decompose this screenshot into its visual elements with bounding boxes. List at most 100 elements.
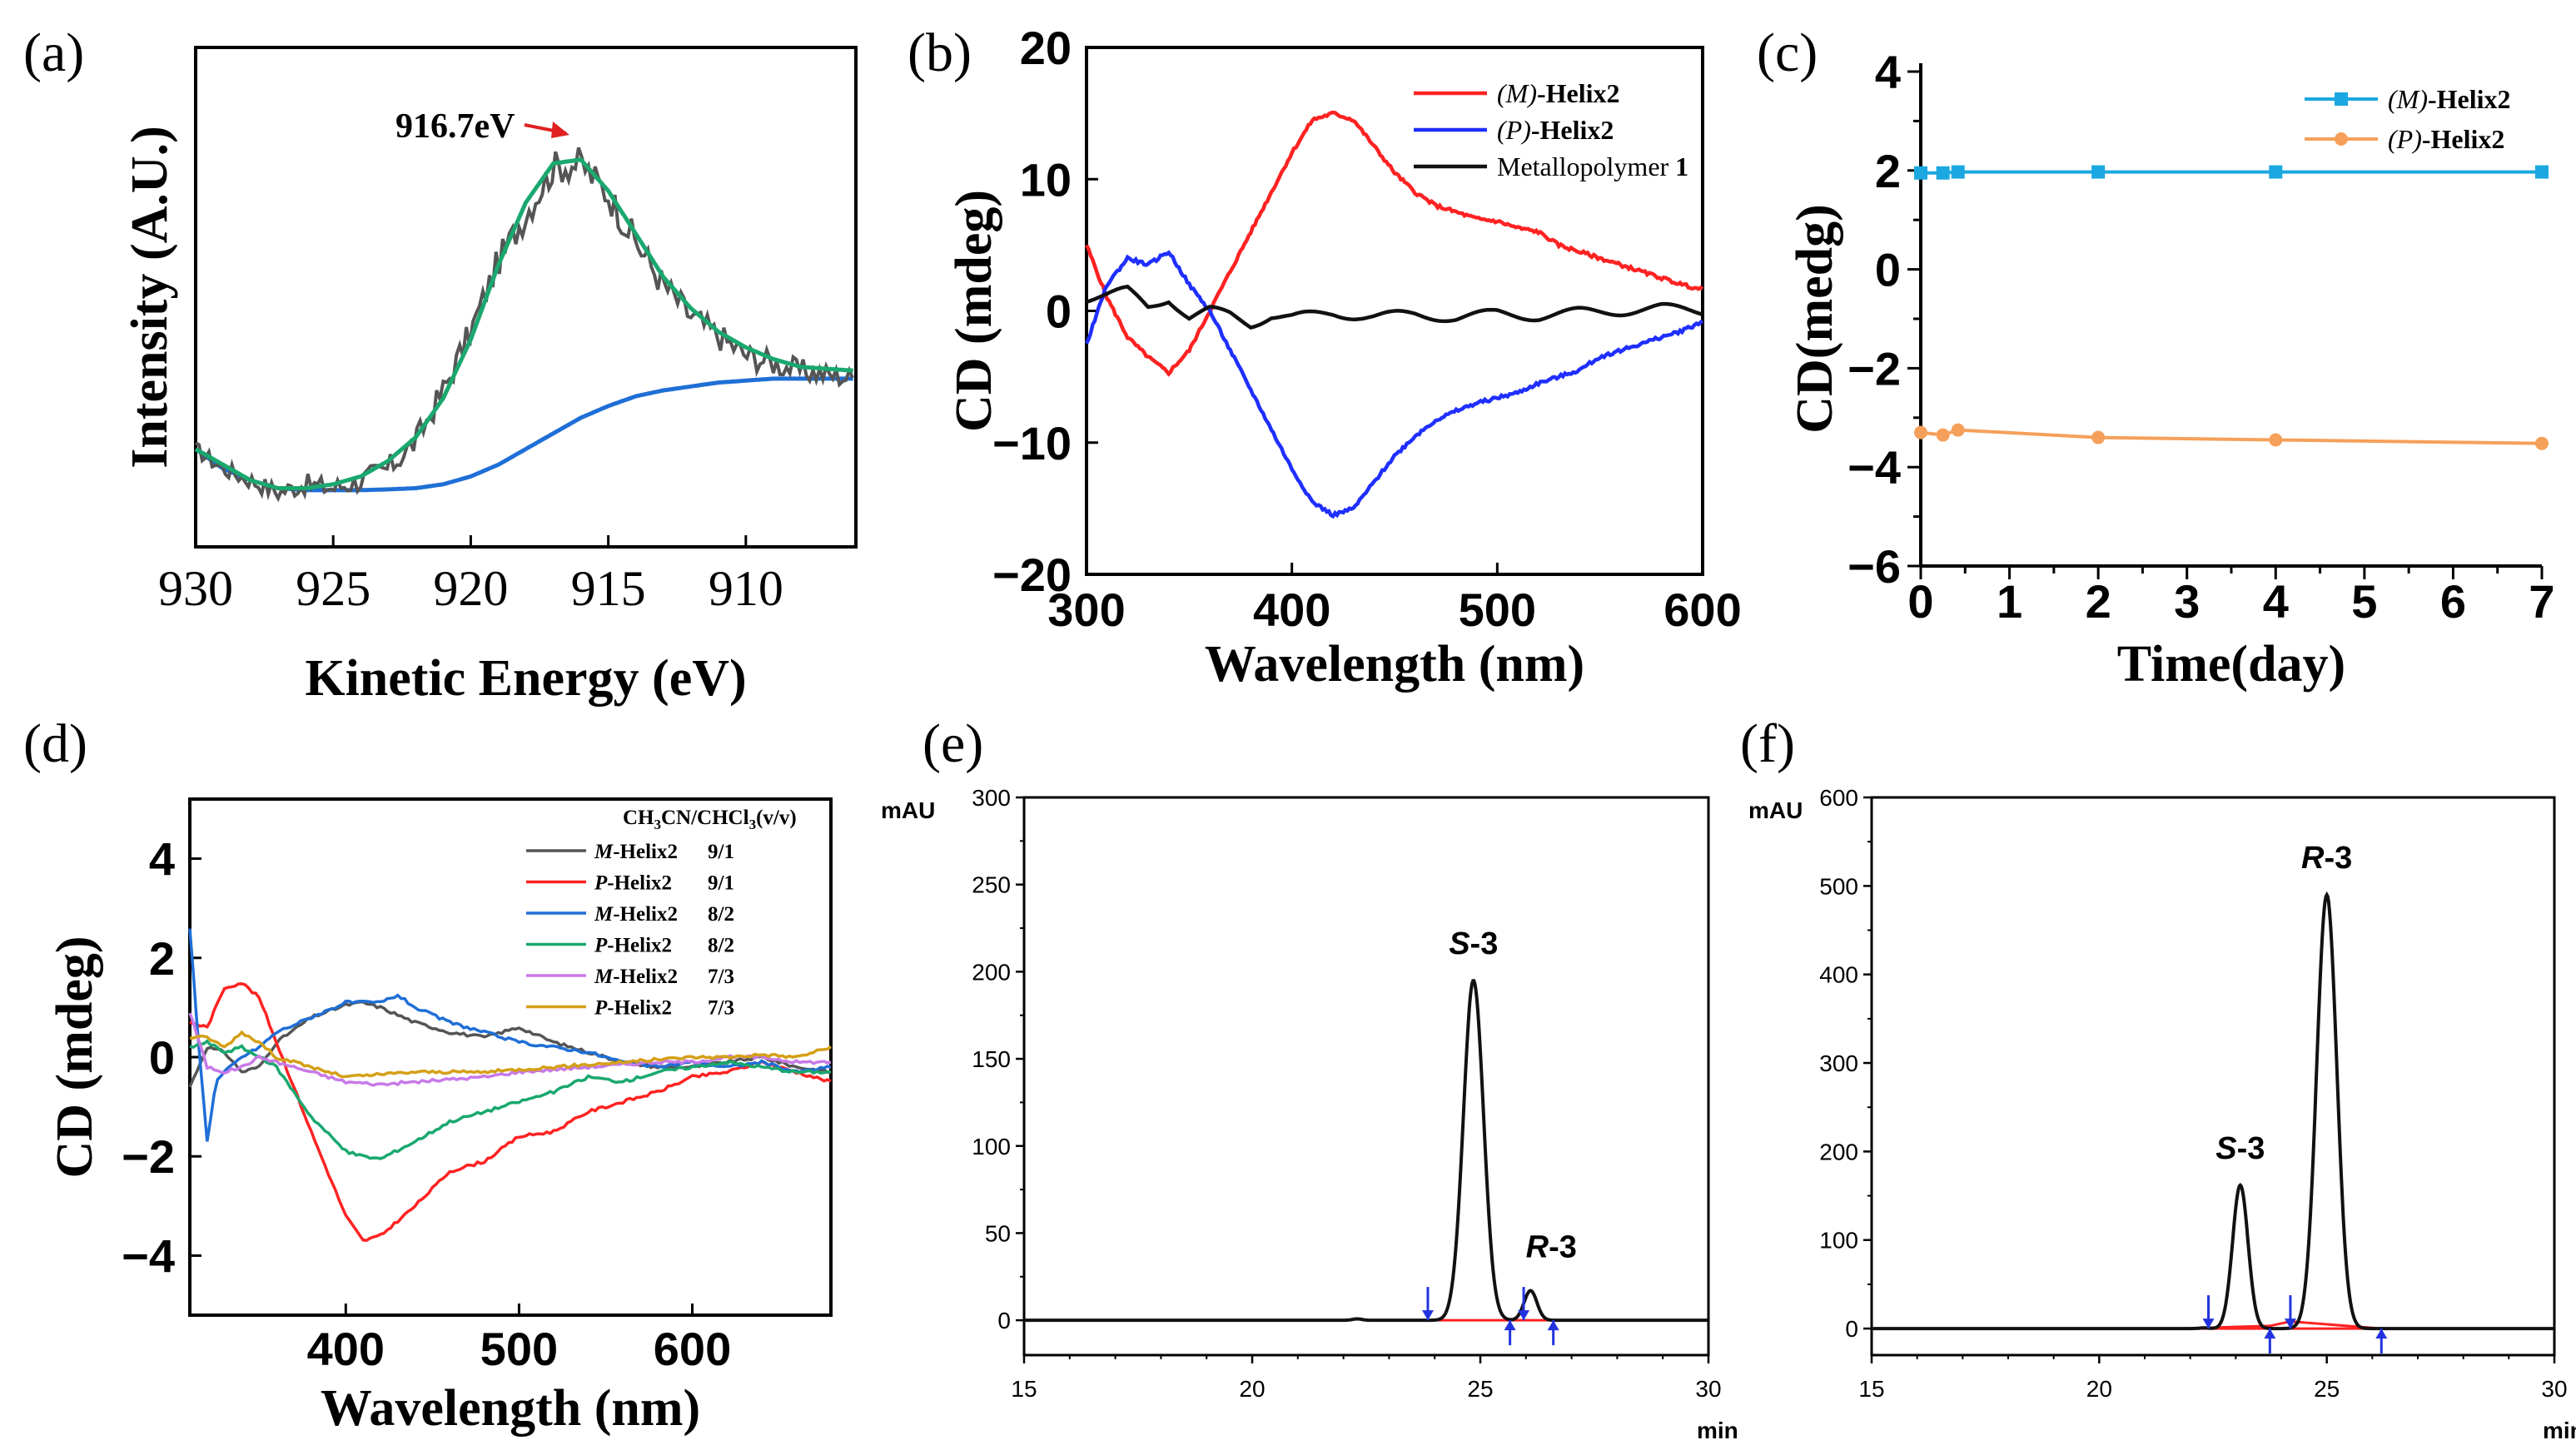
- x-tick-label: 25: [2314, 1376, 2340, 1402]
- legend-entry: P-Helix2: [594, 872, 672, 895]
- y-tick-label: 4: [1875, 46, 1901, 98]
- x-tick-label: 920: [433, 561, 508, 616]
- y-tick-label: 0: [149, 1031, 175, 1084]
- integration-marker-head: [2284, 1318, 2296, 1329]
- y-tick-label: 10: [1020, 153, 1072, 206]
- data-point: [1936, 428, 1950, 442]
- legend-marker: [2335, 132, 2348, 146]
- series-line-2: [1920, 428, 2543, 445]
- panel-label: (c): [1757, 22, 1818, 83]
- y-tick-label: 300: [972, 785, 1011, 811]
- x-tick-label: 400: [307, 1323, 385, 1375]
- series-line-3: [1086, 284, 1703, 330]
- legend-entry: M-Helix2: [594, 841, 678, 863]
- y-axis-title: mAU: [881, 797, 935, 823]
- y-tick-label: 50: [985, 1220, 1011, 1246]
- data-point: [2091, 430, 2106, 444]
- x-axis-title: Wavelength (nm): [1205, 636, 1584, 693]
- panel-label: (b): [908, 22, 972, 83]
- x-tick-label: 300: [1047, 583, 1125, 636]
- series-line-1: [1921, 170, 2542, 175]
- series-line-5: [188, 1012, 832, 1087]
- x-tick-label: 0: [1907, 575, 1933, 628]
- x-tick-label: 930: [158, 561, 233, 616]
- x-tick-label: 915: [571, 561, 646, 616]
- y-tick-label: −4: [1847, 441, 1901, 494]
- data-point: [2535, 436, 2549, 450]
- y-tick-label: 20: [1020, 22, 1072, 74]
- plot-frame: [194, 46, 858, 549]
- y-tick-label: 0: [1046, 286, 1072, 338]
- plot-frame: [1870, 796, 2556, 1357]
- y-tick-label: 0: [1845, 1316, 1858, 1342]
- legend-entry: Metallopolymer 1: [1497, 151, 1688, 181]
- x-tick-label: 5: [2351, 575, 2377, 628]
- y-tick-label: −2: [1847, 342, 1901, 395]
- series-background: [194, 376, 853, 493]
- x-tick-label: 3: [2174, 575, 2200, 628]
- data-point: [2091, 165, 2106, 179]
- x-tick-label: 15: [1858, 1376, 1884, 1402]
- integration-marker-head: [1547, 1320, 1559, 1331]
- legend: (M)-Helix2 (P)-Helix2: [2305, 84, 2511, 154]
- integration-marker-head: [1518, 1310, 1530, 1321]
- x-tick-label: 6: [2440, 575, 2466, 628]
- data-point: [1951, 165, 1965, 179]
- series-line-2: [1084, 250, 1704, 519]
- integration-marker-head: [1421, 1310, 1434, 1321]
- data-point: [1936, 166, 1950, 180]
- y-axis-title: CD (mdeg): [47, 936, 103, 1179]
- data-point: [2269, 165, 2283, 179]
- x-tick-label: 500: [1459, 583, 1536, 636]
- panel-label: (e): [922, 713, 983, 774]
- y-tick-label: 0: [1875, 244, 1901, 296]
- peak-annotation: 916.7eV: [395, 107, 515, 146]
- panel-a: (a) 930 925 920 915 910 Kinetic Energy (eV) Int…: [23, 22, 858, 707]
- x-axis-title: min: [2543, 1418, 2576, 1443]
- y-axis-title: mAU: [1748, 797, 1803, 823]
- peak-label: R-3: [1526, 1230, 1577, 1265]
- y-tick-label: 0: [997, 1308, 1011, 1333]
- legend-ratio: 9/1: [708, 872, 734, 895]
- integration-line: [2181, 1320, 2382, 1330]
- peak-label: S-3: [1449, 926, 1498, 961]
- integration-marker-head: [2202, 1318, 2215, 1329]
- y-axis-title: CD(medg): [1787, 204, 1843, 434]
- y-tick-label: −20: [992, 549, 1072, 601]
- y-tick-label: 250: [972, 872, 1011, 898]
- panel-label: (f): [1740, 713, 1795, 774]
- panel-label: (a): [23, 22, 84, 83]
- legend-entry: M-Helix2: [594, 903, 678, 926]
- x-axis-title: min: [1697, 1418, 1738, 1443]
- legend-entry: (P)-Helix2: [2388, 124, 2504, 154]
- plot-frame: [1022, 796, 1710, 1357]
- integration-marker-head: [2264, 1328, 2276, 1339]
- peak-label: S-3: [2215, 1131, 2265, 1166]
- legend-ratio: 9/1: [708, 841, 734, 863]
- y-axis-title: CD (mdeg): [946, 190, 1002, 432]
- panel-b: (b) 300 400 500 600 20 10 0 −10 −20 Wavelength (nm…: [908, 22, 1742, 693]
- series-line-1: [1085, 110, 1704, 377]
- annotation-arrowhead: [551, 122, 569, 138]
- chromatogram-trace: [1024, 979, 1708, 1323]
- x-tick-label: 910: [709, 561, 783, 616]
- x-tick-label: 2: [2086, 575, 2111, 628]
- y-tick-label: −4: [122, 1229, 175, 1282]
- x-tick-label: 30: [2541, 1376, 2567, 1402]
- peak-label: R-3: [2301, 841, 2352, 876]
- integration-marker-head: [2375, 1328, 2388, 1339]
- y-tick-label: 200: [972, 959, 1011, 985]
- x-tick-label: 20: [2086, 1376, 2112, 1402]
- x-tick-label: 7: [2529, 575, 2554, 628]
- legend-header: CH3CN/CHCl3(v/v): [623, 807, 797, 832]
- series-line-6: [190, 1030, 832, 1079]
- series-line-3: [188, 928, 832, 1142]
- series-line-4: [189, 1039, 832, 1160]
- y-tick-label: 4: [149, 833, 175, 886]
- legend-ratio: 7/3: [708, 997, 734, 1020]
- y-tick-label: −6: [1847, 540, 1901, 593]
- y-tick-label: −10: [992, 417, 1072, 469]
- data-point: [2535, 165, 2549, 179]
- legend: (M)-Helix2 (P)-Helix2 Metallopolymer 1: [1414, 78, 1688, 181]
